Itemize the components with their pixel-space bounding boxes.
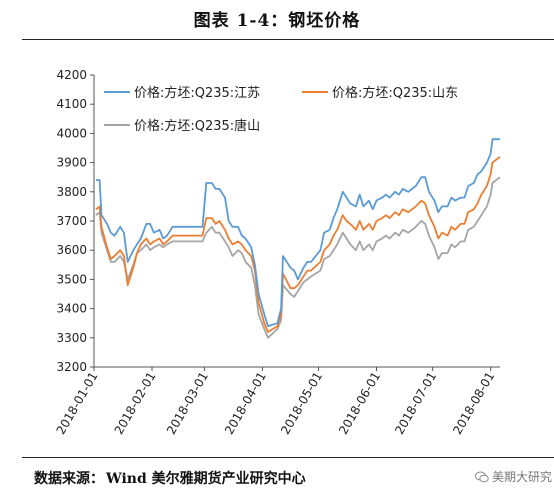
x-tick-label: 2018-03-01 [164, 370, 211, 437]
top-rule [22, 39, 554, 40]
x-tick-label: 2018-05-01 [278, 370, 325, 437]
x-tick-label: 2018-07-01 [392, 370, 439, 437]
bottom-rule [22, 457, 554, 458]
series-line-shandong [95, 156, 501, 333]
legend-label-shandong: 价格:方坯:Q235:山东 [332, 85, 458, 101]
y-tick-label: 3700 [56, 214, 87, 228]
wechat-icon [474, 471, 489, 482]
figure-title: 图表 1-4：钢坯价格 [193, 11, 361, 31]
source-label: 数据来源： [34, 471, 104, 487]
y-tick-label: 3600 [56, 243, 87, 257]
y-tick-label: 3800 [56, 185, 87, 199]
x-tick-label: 2018-02-01 [112, 370, 159, 437]
x-tick-label: 2018-06-01 [336, 370, 383, 437]
source-text: Wind 美尔雅期货产业研究中心 [106, 471, 306, 487]
source-note: 数据来源： Wind 美尔雅期货产业研究中心 [34, 468, 306, 488]
watermark-text: 美期大研究 [491, 470, 552, 484]
x-tick-label: 2018-01-01 [54, 370, 101, 437]
y-tick-label: 4100 [56, 97, 87, 111]
series-line-tangshan [95, 176, 501, 339]
y-tick-label: 4000 [56, 126, 87, 140]
chart-axes: 3200 3300 3400 3500 3600 3700 3800 3900 4000 4100… [54, 68, 500, 437]
legend-label-jiangsu: 价格:方坯:Q235:江苏 [134, 85, 260, 101]
series-line-jiangsu [95, 138, 500, 327]
line-chart: 3200 3300 3400 3500 3600 3700 3800 3900 4000 4100… [54, 68, 501, 437]
y-tick-label: 3500 [56, 272, 87, 286]
y-tick-label: 3400 [56, 302, 87, 316]
chart-series [95, 138, 501, 339]
y-tick-label: 3300 [56, 331, 87, 345]
legend-label-tangshan: 价格:方坯:Q235:唐山 [134, 118, 260, 134]
watermark: 美期大研究 [474, 468, 552, 485]
x-tick-label: 2018-08-01 [450, 369, 497, 436]
x-tick-label: 2018-04-01 [222, 370, 269, 437]
y-tick-label: 3200 [56, 360, 87, 374]
y-tick-label: 3900 [56, 156, 87, 170]
y-tick-label: 4200 [56, 68, 87, 82]
